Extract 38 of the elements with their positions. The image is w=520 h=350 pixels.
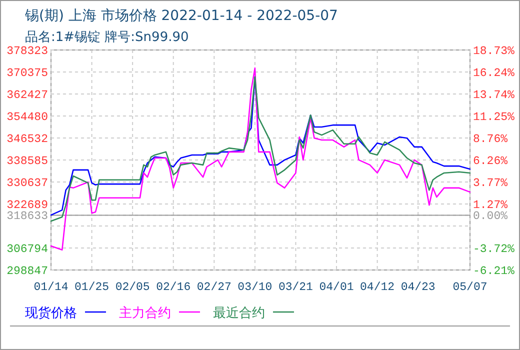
x-tick-label: 03/21 xyxy=(278,281,314,294)
y-tick-label: 322689 xyxy=(6,199,48,212)
y-tick-label: 306794 xyxy=(6,243,48,256)
y-tick-label: 338585 xyxy=(6,155,48,168)
legend-label: 最近合约 xyxy=(213,306,265,321)
y-tick-label: 298847 xyxy=(6,265,48,278)
y2-tick-label: 11.25% xyxy=(473,110,515,124)
chart-title: 锡(期) 上海 市场价格 2022-01-14 - 2022-05-07 xyxy=(24,8,338,24)
legend-label: 主力合约 xyxy=(119,305,171,321)
y-tick-label: 318633 xyxy=(6,210,48,224)
y2-tick-label: 8.76% xyxy=(473,132,508,146)
y2-tick-label: 0.00% xyxy=(473,210,508,224)
x-tick-label: 04/23 xyxy=(400,281,436,294)
y-tick-label: 378323 xyxy=(6,45,48,58)
x-tick-label: 02/27 xyxy=(196,281,232,294)
x-tick-label: 02/05 xyxy=(115,281,150,294)
y-tick-label: 362427 xyxy=(6,89,48,102)
y2-tick-label: -6.21% xyxy=(473,265,515,278)
y2-tick-label: 6.26% xyxy=(473,155,508,168)
y-tick-label: 346532 xyxy=(6,133,48,146)
y-tick-label: 330637 xyxy=(6,177,48,190)
x-tick-label: 01/25 xyxy=(74,281,110,294)
x-tick-label: 02/16 xyxy=(156,281,191,294)
x-tick-label: 04/12 xyxy=(360,281,395,294)
y-tick-label: 370375 xyxy=(6,67,48,80)
y2-tick-label: 13.74% xyxy=(473,89,515,102)
x-tick-label: 03/10 xyxy=(238,281,272,294)
chart-subtitle: 品名:1#锡锭 牌号:Sn99.90 xyxy=(25,30,189,45)
legend-label: 现货价格 xyxy=(25,306,77,321)
x-tick-label: 04/01 xyxy=(319,281,354,294)
y2-tick-label: 16.24% xyxy=(473,66,515,80)
y2-tick-label: 3.77% xyxy=(473,176,508,190)
y-tick-label: 354480 xyxy=(6,111,48,124)
x-tick-label: 01/14 xyxy=(34,281,68,294)
y2-tick-label: -3.72% xyxy=(473,243,515,256)
y2-tick-label: 18.73% xyxy=(473,45,515,58)
x-tick-label: 05/07 xyxy=(452,281,488,294)
y2-tick-label: 1.27% xyxy=(473,199,508,212)
